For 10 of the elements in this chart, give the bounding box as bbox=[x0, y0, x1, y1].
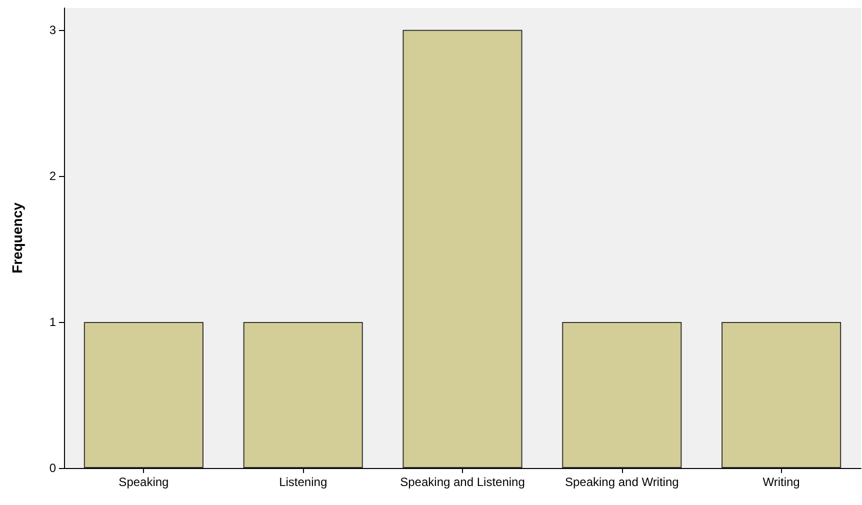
y-tick-label: 2 bbox=[49, 168, 56, 183]
x-tick-label: Speaking and Listening bbox=[400, 475, 525, 489]
x-tick-label: Speaking and Writing bbox=[564, 475, 679, 489]
x-tick-label: Speaking bbox=[118, 475, 169, 489]
x-tick-label: Writing bbox=[762, 475, 800, 489]
y-axis-title: Frequency bbox=[9, 202, 25, 274]
y-tick-label: 3 bbox=[49, 22, 56, 37]
x-tick-label: Listening bbox=[279, 475, 328, 489]
y-tick-label: 1 bbox=[49, 314, 56, 329]
y-tick-label: 0 bbox=[49, 461, 56, 475]
